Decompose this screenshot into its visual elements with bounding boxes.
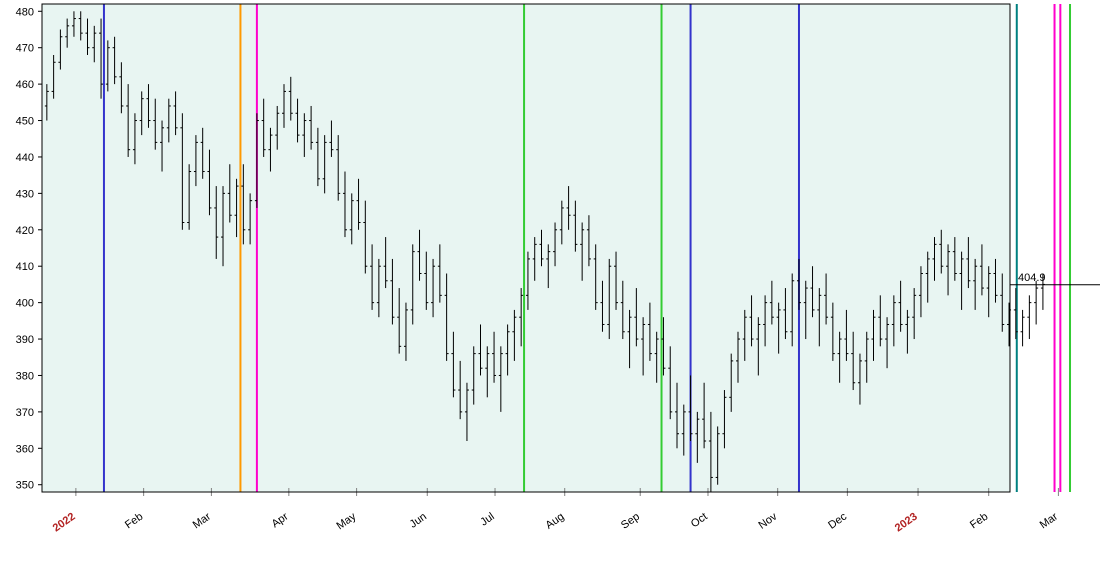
y-tick-label: 420: [16, 225, 34, 237]
y-tick-label: 400: [16, 298, 34, 310]
y-tick-label: 360: [16, 443, 34, 455]
price-marker-label: 404.9: [1018, 272, 1046, 284]
y-tick-label: 480: [16, 6, 34, 18]
y-tick-label: 380: [16, 370, 34, 382]
y-tick-label: 450: [16, 116, 34, 128]
y-tick-label: 470: [16, 43, 34, 55]
y-tick-label: 430: [16, 188, 34, 200]
y-tick-label: 460: [16, 79, 34, 91]
y-tick-label: 350: [16, 480, 34, 492]
price-chart: 404.9 350 360 370 380 390 400 410 420 430 440 450 46…: [0, 0, 1107, 564]
plot-area: [42, 4, 1010, 492]
chart-svg: 404.9 350 360 370 380 390 400 410 420 430 440 450 46…: [0, 0, 1107, 564]
y-tick-label: 410: [16, 261, 34, 273]
y-tick-label: 370: [16, 407, 34, 419]
y-tick-label: 390: [16, 334, 34, 346]
y-tick-label: 440: [16, 152, 34, 164]
